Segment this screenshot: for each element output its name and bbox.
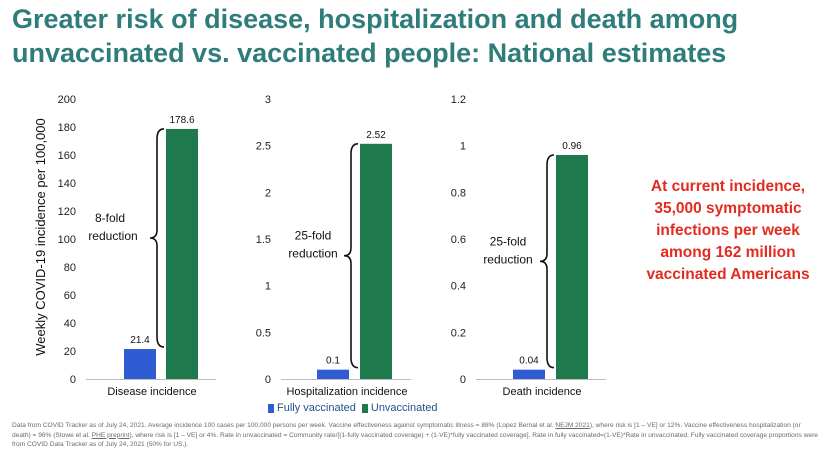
y-tick-label: 80 [64,262,76,274]
reduction-label-fold: 25-fold [490,234,527,248]
y-axis-title: Weekly COVID-19 incidence per 100,000 [33,118,48,356]
y-tick-label: 3 [265,94,271,106]
y-tick-label: 0.5 [256,327,271,339]
reduction-brace [149,128,165,348]
callout-line-5: vaccinated Americans [646,266,810,283]
callout-line-1: At current incidence, [650,178,806,195]
y-tick-label: 140 [58,178,76,190]
callout-text: At current incidence, 35,000 symptomatic… [628,176,828,286]
page-title: Greater risk of disease, hospitalization… [12,2,822,70]
legend-swatch-fully-vaccinated [268,403,274,413]
y-tick-label: 1 [265,281,271,293]
legend-label-fully-vaccinated: Fully vaccinated [277,402,356,414]
footnote-part-1: Data from COVID Tracker as of July 24, 2… [12,422,556,429]
reduction-label-fold: 25-fold [295,229,332,243]
y-tick-label: 1.5 [256,234,271,246]
footnote-part-2: ), where risk is [1 – VE] or 12%. Vaccin… [12,422,801,439]
reduction-brace [539,154,555,369]
footnote-link-phe[interactable]: PHE preprint [91,431,130,439]
reduction-brace [343,143,359,369]
y-tick-label: 1.2 [451,94,466,106]
y-tick-label: 0.2 [451,327,466,339]
bar-value-label: 0.1 [326,356,340,367]
title-line-2: unvaccinated vs. vaccinated people: Nati… [12,38,727,68]
y-tick-label: 0.4 [451,281,466,293]
y-tick-label: 120 [58,206,76,218]
legend-label-unvaccinated: Unvaccinated [370,402,438,414]
y-tick-label: 60 [64,290,76,302]
bar-value-label: 21.4 [130,335,150,346]
y-tick-label: 2.5 [256,141,271,153]
x-axis-label: Death incidence [503,386,582,398]
bar-fully-vaccinated [124,349,156,379]
bar-value-label: 0.96 [562,141,582,152]
chart-legend: Fully vaccinated Unvaccinated [268,402,438,414]
reduction-label-word: reduction [288,247,337,261]
charts-area: 02040608010012014016018020021.4178.6Dise… [33,94,606,398]
y-tick-label: 100 [58,234,76,246]
y-tick-label: 20 [64,346,76,358]
x-axis-label: Disease incidence [107,386,196,398]
callout-line-4: among 162 million [660,244,796,261]
bar-unvaccinated [556,155,588,379]
y-tick-label: 200 [58,94,76,106]
footnote: Data from COVID Tracker as of July 24, 2… [12,421,820,450]
title-line-1: Greater risk of disease, hospitalization… [12,4,739,34]
y-tick-label: 2 [265,187,271,199]
y-tick-label: 0.6 [451,234,466,246]
reduction-label-fold: 8-fold [95,211,125,225]
legend-item-unvaccinated: Unvaccinated [361,402,438,414]
callout-line-3: infections per week [656,222,800,239]
y-tick-label: 0 [460,374,466,386]
reduction-label-word: reduction [483,252,532,266]
bar-unvaccinated [360,143,392,379]
bar-fully-vaccinated [317,369,349,379]
y-tick-label: 0 [265,374,271,386]
y-tick-label: 0 [70,374,76,386]
legend-swatch-unvaccinated [361,403,368,413]
x-axis-label: Hospitalization incidence [286,386,407,398]
bar-value-label: 178.6 [169,115,194,126]
footnote-link-nejm[interactable]: NEJM 2021 [555,422,590,429]
reduction-label-word: reduction [88,229,137,243]
bar-value-label: 0.04 [519,356,539,367]
y-tick-label: 40 [64,318,76,330]
footnote-part-3: ), where risk is [1 – VE] or 4%. Rate in… [12,431,818,449]
legend-item-fully-vaccinated: Fully vaccinated [268,402,356,414]
y-tick-label: 160 [58,150,76,162]
bar-value-label: 2.52 [366,130,386,141]
y-tick-label: 180 [58,122,76,134]
bar-fully-vaccinated [513,369,545,379]
bar-unvaccinated [166,128,198,379]
y-tick-label: 1 [460,141,466,153]
callout-line-2: 35,000 symptomatic [654,200,802,217]
y-tick-label: 0.8 [451,187,466,199]
